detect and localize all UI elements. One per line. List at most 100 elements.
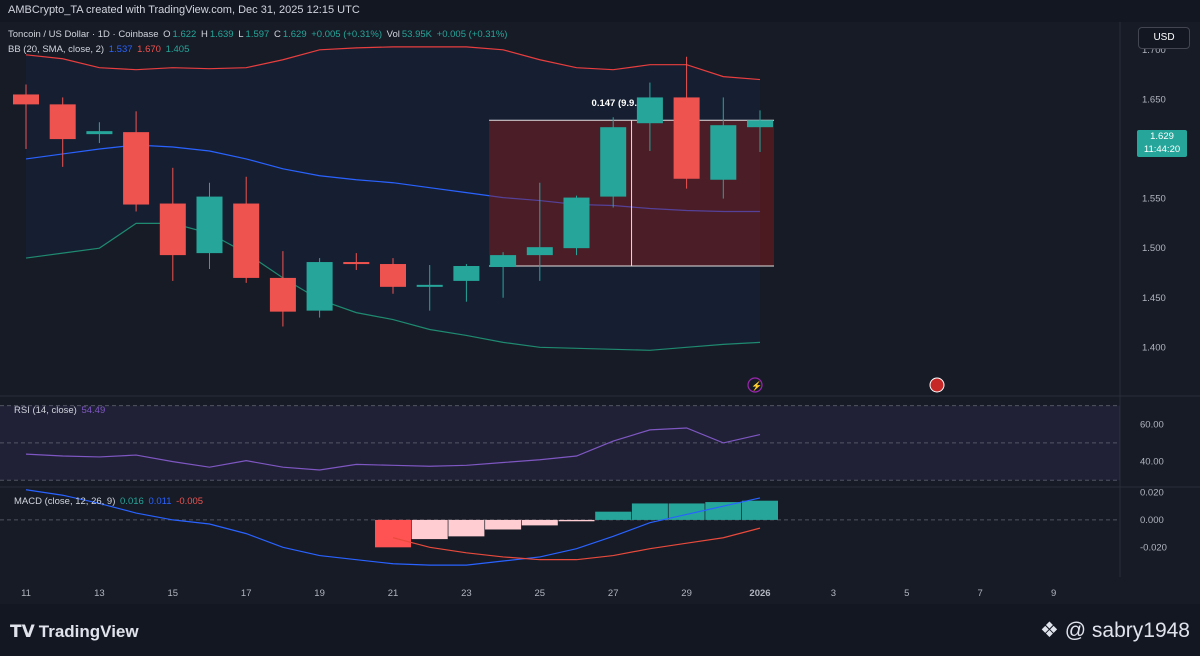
low-value: 1.597	[245, 29, 270, 40]
x-tick-label: 3	[831, 588, 836, 599]
macd-tick-label: -0.020	[1140, 542, 1167, 553]
macd-histogram-bar	[448, 519, 485, 537]
candle-body	[343, 262, 370, 265]
volume-change: +0.005 (+0.31%)	[436, 29, 508, 40]
price-legend: Toncoin / US Dollar · 1D · Coinbase O 1.6…	[8, 29, 508, 40]
candle-body	[233, 203, 260, 278]
candle-body	[306, 262, 333, 311]
candle-body	[416, 284, 443, 287]
macd-histogram-bar	[485, 519, 522, 530]
price-tick-label: 1.550	[1142, 194, 1166, 205]
candle-body	[747, 120, 773, 128]
candle-body	[673, 97, 700, 179]
candle-body	[123, 132, 150, 205]
candle-body	[490, 255, 517, 268]
x-tick-label: 15	[168, 588, 179, 599]
open-value: 1.622	[172, 29, 197, 40]
high-value: 1.639	[209, 29, 234, 40]
macd-histogram-bar	[375, 519, 411, 548]
macd-histogram-bar	[631, 503, 668, 520]
rsi-label: RSI (14, close)	[14, 405, 77, 416]
lightning-glyph: ⚡	[751, 380, 762, 392]
x-tick-label: 7	[978, 588, 983, 599]
close-value: 1.629	[282, 29, 307, 40]
candle-body	[563, 197, 590, 249]
macd-histogram-bar	[742, 500, 778, 520]
candle-body	[86, 131, 113, 135]
rsi-tick-label: 60.00	[1140, 419, 1164, 430]
volume-value: 53.95K	[401, 29, 433, 40]
x-tick-label: 9	[1051, 588, 1056, 599]
symbol-name[interactable]: Toncoin / US Dollar · 1D · Coinbase	[8, 29, 159, 40]
x-tick-label: 21	[388, 588, 399, 599]
tradingview-logo[interactable]: 𝗧𝗩 TradingView	[10, 622, 139, 642]
x-tick-label: 17	[241, 588, 252, 599]
macd-hist-value: 0.016	[120, 496, 144, 507]
price-tick-label: 1.400	[1142, 342, 1166, 353]
candle-body	[269, 277, 296, 312]
price-tick-label: 1.650	[1142, 94, 1166, 105]
rsi-value: 54.49	[81, 405, 106, 416]
chart-credit: AMBCrypto_TA created with TradingView.co…	[8, 4, 360, 16]
author-handle: ❖ @ sabry1948	[1040, 618, 1190, 643]
macd-histogram-bar	[705, 502, 742, 520]
candle-body	[49, 104, 76, 140]
price-tick-label: 1.700	[1142, 45, 1166, 56]
x-tick-label: 25	[535, 588, 546, 599]
bb-upper-value: 1.670	[137, 44, 161, 55]
macd-signal-value: -0.005	[176, 496, 204, 507]
price-tick-label: 1.450	[1142, 293, 1166, 304]
binance-icon: ❖	[1039, 619, 1059, 642]
x-tick-label: 11	[21, 588, 31, 599]
change-value: +0.005 (+0.31%)	[311, 29, 383, 40]
top-bar: AMBCrypto_TA created with TradingView.co…	[0, 0, 1200, 22]
candle-body	[13, 94, 39, 105]
bb-lower-line	[25, 222, 761, 351]
macd-signal-line	[392, 527, 761, 561]
x-tick-label: 29	[681, 588, 692, 599]
x-tick-label: 5	[904, 588, 909, 599]
tradingview-brand: TradingView	[38, 622, 139, 641]
rsi-line	[25, 427, 761, 471]
lightning-event-icon	[747, 377, 763, 393]
currency-button[interactable]: USD	[1138, 27, 1190, 49]
author-name: @ sabry1948	[1064, 619, 1190, 642]
last-price: 1.629	[1150, 131, 1174, 142]
last-price-tag: 1.629 11:44:20	[1137, 130, 1187, 157]
macd-histogram-bar	[411, 519, 448, 540]
macd-tick-label: 0.000	[1140, 515, 1164, 526]
bb-fill	[26, 46, 760, 351]
candle-body	[710, 125, 737, 180]
chart-svg[interactable]: 0.147 (9.9...)1.7001.6501.6001.5501.5001…	[0, 22, 1200, 604]
macd-histogram-bar	[521, 519, 558, 526]
x-tick-label: 13	[94, 588, 105, 599]
macd-label: MACD (close, 12, 26, 9)	[14, 496, 116, 507]
us-flag-event-icon	[929, 377, 945, 393]
bb-label: BB (20, SMA, close, 2)	[8, 44, 105, 55]
bar-countdown: 11:44:20	[1143, 144, 1181, 155]
macd-legend[interactable]: MACD (close, 12, 26, 9) 0.016 0.011 -0.0…	[14, 496, 205, 507]
x-tick-label: 23	[461, 588, 472, 599]
candle-body	[453, 266, 480, 281]
macd-histogram-bar	[558, 519, 595, 522]
chart-frame[interactable]: 0.147 (9.9...)1.7001.6501.6001.5501.5001…	[0, 22, 1200, 604]
macd-tick-label: 0.020	[1140, 487, 1164, 498]
rsi-legend[interactable]: RSI (14, close) 54.49	[14, 405, 107, 416]
candle-body	[159, 203, 186, 256]
macd-line-value: 0.011	[148, 496, 172, 507]
bb-legend[interactable]: BB (20, SMA, close, 2) 1.537 1.670 1.405	[8, 44, 191, 55]
x-tick-label: 27	[608, 588, 619, 599]
candle-body	[196, 196, 223, 254]
candle-body	[600, 127, 627, 197]
measure-label: 0.147 (9.9...)	[592, 98, 646, 109]
price-tick-label: 1.500	[1142, 243, 1166, 254]
bb-upper-line	[25, 46, 761, 81]
candle-body	[526, 247, 553, 256]
x-tick-label: 2026	[749, 588, 770, 599]
footer: 𝗧𝗩 TradingView ❖ @ sabry1948	[0, 604, 1200, 656]
candle-body	[380, 264, 406, 287]
bb-basis-value: 1.537	[108, 44, 133, 55]
macd-histogram-bar	[595, 511, 632, 520]
macd-histogram-bar	[668, 503, 705, 520]
tradingview-mark-icon: 𝗧𝗩	[10, 622, 35, 641]
